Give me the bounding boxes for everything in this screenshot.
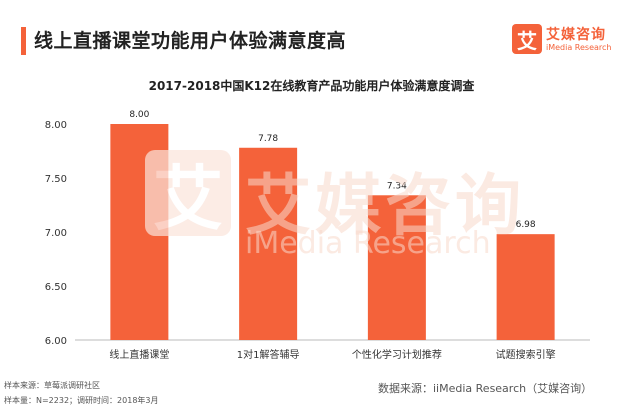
chart-title: 2017-2018中国K12在线教育产品功能用户体验满意度调查 bbox=[148, 79, 475, 93]
y-tick-label: 6.00 bbox=[45, 336, 67, 347]
bar bbox=[367, 195, 426, 340]
logo-mark: 艾 bbox=[512, 24, 542, 54]
bar-value-label: 8.00 bbox=[129, 110, 149, 120]
x-tick-label: 1对1解答辅导 bbox=[237, 348, 300, 361]
logo-name: 艾媒咨询 bbox=[546, 27, 606, 43]
bar bbox=[110, 124, 169, 340]
page-title: 线上直播课堂功能用户体验满意度高 bbox=[34, 30, 347, 52]
sample-size: 样本量：N=2232；调研时间：2018年3月 bbox=[4, 396, 159, 405]
bar-value-label: 7.78 bbox=[258, 134, 278, 144]
bar-value-label: 7.34 bbox=[387, 181, 407, 191]
bar bbox=[496, 234, 555, 340]
data-source: 数据来源：iiMedia Research（艾媒咨询） bbox=[378, 382, 593, 395]
y-tick-label: 6.50 bbox=[45, 282, 67, 293]
bar bbox=[239, 147, 298, 340]
y-tick-label: 7.00 bbox=[45, 228, 67, 239]
x-tick-label: 个性化学习计划推荐 bbox=[352, 348, 442, 361]
y-tick-label: 8.00 bbox=[45, 120, 67, 131]
brand-logo: 艾 艾媒咨询 iMedia Research bbox=[512, 24, 612, 58]
x-tick-label: 试题搜索引擎 bbox=[496, 348, 556, 361]
y-tick-label: 7.50 bbox=[45, 174, 67, 185]
x-tick-label: 线上直播课堂 bbox=[109, 348, 169, 361]
title-accent-bar bbox=[21, 27, 26, 55]
sample-source: 样本来源：草莓派调研社区 bbox=[4, 381, 100, 390]
bar-value-label: 6.98 bbox=[516, 220, 536, 230]
logo-subtitle: iMedia Research bbox=[546, 43, 612, 52]
